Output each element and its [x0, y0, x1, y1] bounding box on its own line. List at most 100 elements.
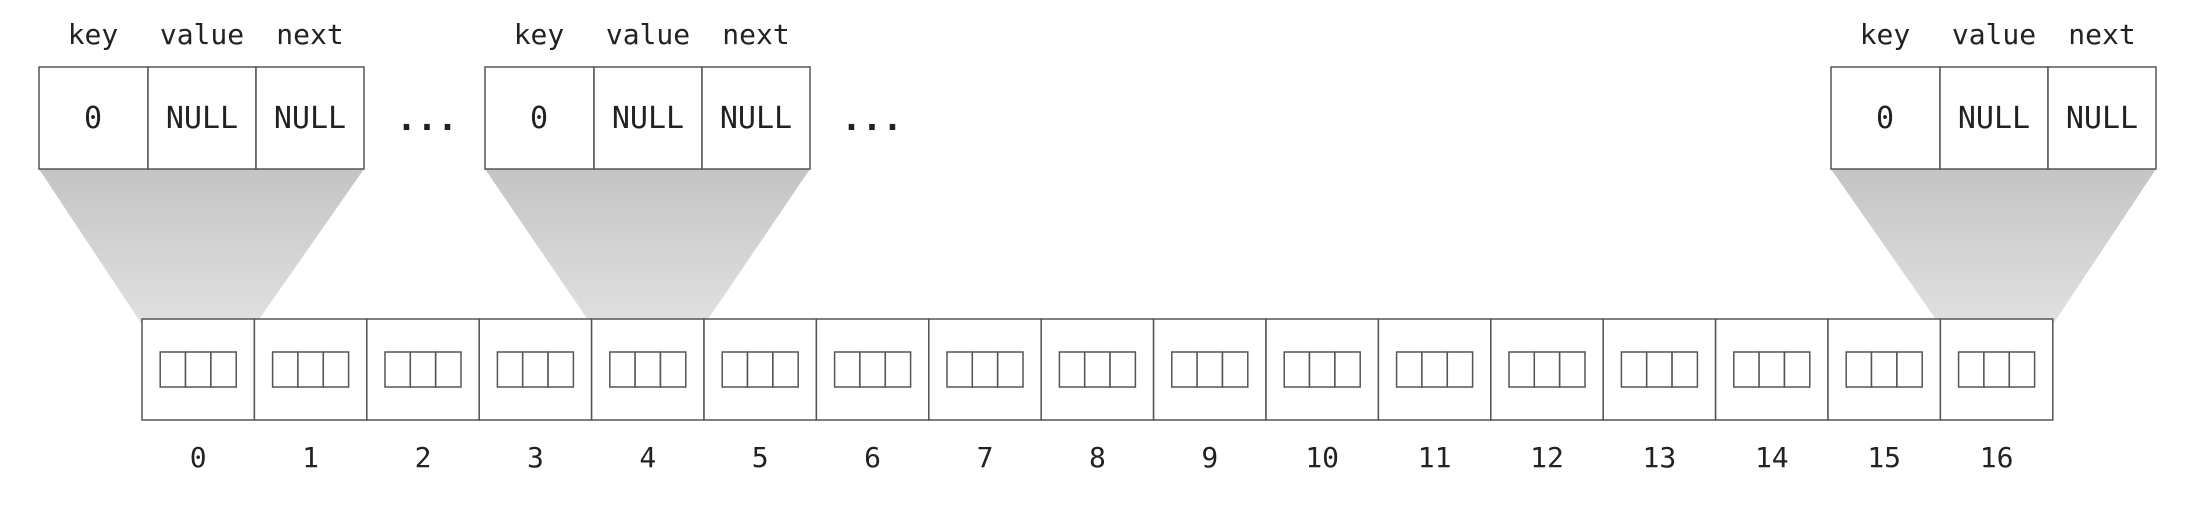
funnel-connector: [485, 169, 810, 352]
mini-node-cell: [1558, 351, 1586, 388]
mini-node-cell: [634, 351, 662, 388]
mini-node-cell: [1508, 351, 1536, 388]
bucket-index-label: 11: [1418, 441, 1452, 474]
ellipsis-1: ...: [396, 99, 457, 139]
bucket-index-label: 16: [1980, 441, 2014, 474]
header-next: next: [276, 18, 343, 51]
node-box-bucket-16: key value next 0 NULL NULL: [1830, 18, 2157, 170]
mini-node-cell: [659, 351, 687, 388]
node-key-cell: [38, 66, 149, 170]
mini-node-cell: [1533, 351, 1561, 388]
funnel-connector: [1831, 169, 2156, 352]
bucket-mini-node: [1283, 351, 1361, 388]
node-value-cell: [593, 66, 703, 170]
bucket-index-label: 5: [752, 441, 769, 474]
mini-node-cell: [1783, 351, 1811, 388]
bucket-mini-node: [1620, 351, 1699, 388]
mini-node-cell: [2008, 351, 2036, 388]
key-value-text: 0: [530, 101, 548, 136]
mini-node-cell: [1645, 351, 1673, 388]
key-value-text: 0: [84, 101, 102, 136]
bucket-index-label: 10: [1305, 441, 1339, 474]
bucket-mini-node: [833, 351, 912, 388]
mini-node-cell: [434, 351, 462, 388]
mini-node-cell: [971, 351, 999, 388]
header-key: key: [514, 18, 565, 51]
mini-node-cell: [1421, 351, 1448, 388]
next-value-text: NULL: [720, 101, 792, 136]
key-value-text: 0: [1876, 101, 1894, 136]
bucket-mini-node: [946, 351, 1024, 388]
mini-node-cell: [609, 351, 636, 388]
mini-node-cell: [210, 351, 237, 388]
mini-node-cell: [1620, 351, 1648, 388]
mini-node-cell: [184, 351, 212, 388]
funnel-layer: [39, 169, 2156, 352]
bucket-index-label: 3: [527, 441, 544, 474]
node-value-cell: [147, 66, 257, 170]
node-key-cell: [1830, 66, 1941, 170]
node-value-cell: [1939, 66, 2049, 170]
mini-node-cell: [271, 351, 299, 388]
node-key-cell: [484, 66, 595, 170]
mini-node-cell: [721, 351, 749, 388]
bucket-mini-node: [1733, 351, 1811, 388]
ellipsis-2: ...: [841, 99, 902, 139]
bucket-index-label: 12: [1530, 441, 1564, 474]
mini-node-cell: [1083, 351, 1111, 388]
bucket-mini-node: [271, 351, 350, 388]
bucket-index-label: 1: [302, 441, 319, 474]
mini-node-cell: [1395, 351, 1423, 388]
mini-node-cell: [1446, 351, 1474, 388]
bucket-index-label: 14: [1755, 441, 1789, 474]
bucket-index-label: 13: [1643, 441, 1677, 474]
mini-node-cell: [1308, 351, 1336, 388]
mini-node-cell: [1058, 351, 1086, 388]
mini-node-cell: [1109, 351, 1137, 388]
mini-node-cell: [1758, 351, 1786, 388]
mini-node-cell: [409, 351, 437, 388]
mini-node-cell: [1171, 351, 1198, 388]
node-box-bucket-4: key value next 0 NULL NULL: [484, 18, 811, 170]
mini-node-cell: [884, 351, 912, 388]
bucket-mini-node: [496, 351, 575, 388]
bucket-mini-node: [1058, 351, 1137, 388]
mini-node-cell: [159, 351, 187, 388]
bucket-mini-node: [1395, 351, 1474, 388]
header-value: value: [160, 18, 244, 51]
bucket-mini-node: [1957, 351, 2036, 388]
bucket-index-label: 0: [190, 441, 207, 474]
value-value-text: NULL: [612, 101, 684, 136]
bucket-mini-node: [1845, 351, 1923, 388]
mini-node-cell: [859, 351, 886, 388]
node-next-cell: [701, 66, 811, 170]
mini-node-cell: [1283, 351, 1311, 388]
mini-node-cell: [1196, 351, 1224, 388]
bucket-mini-node: [159, 351, 237, 388]
bucket-index-label: 9: [1201, 441, 1218, 474]
bucket-index-label: 6: [864, 441, 881, 474]
bucket-index-label: 4: [639, 441, 656, 474]
bucket-index-label: 2: [415, 441, 432, 474]
mini-node-cell: [1896, 351, 1923, 388]
mini-node-cell: [1671, 351, 1699, 388]
mini-node-cell: [1334, 351, 1361, 388]
mini-node-cell: [996, 351, 1024, 388]
header-next: next: [2068, 18, 2135, 51]
mini-node-cell: [521, 351, 549, 388]
mini-node-cell: [772, 351, 799, 388]
mini-node-cell: [833, 351, 861, 388]
bucket-index-label: 7: [977, 441, 994, 474]
header-next: next: [722, 18, 789, 51]
mini-node-cell: [1957, 351, 1985, 388]
node-next-cell: [255, 66, 365, 170]
mini-node-cell: [322, 351, 350, 388]
next-value-text: NULL: [274, 101, 346, 136]
mini-node-cell: [946, 351, 974, 388]
mini-node-cell: [297, 351, 324, 388]
mini-node-cell: [384, 351, 412, 388]
mini-node-cell: [746, 351, 774, 388]
funnel-connector: [39, 169, 364, 352]
header-key: key: [68, 18, 119, 51]
